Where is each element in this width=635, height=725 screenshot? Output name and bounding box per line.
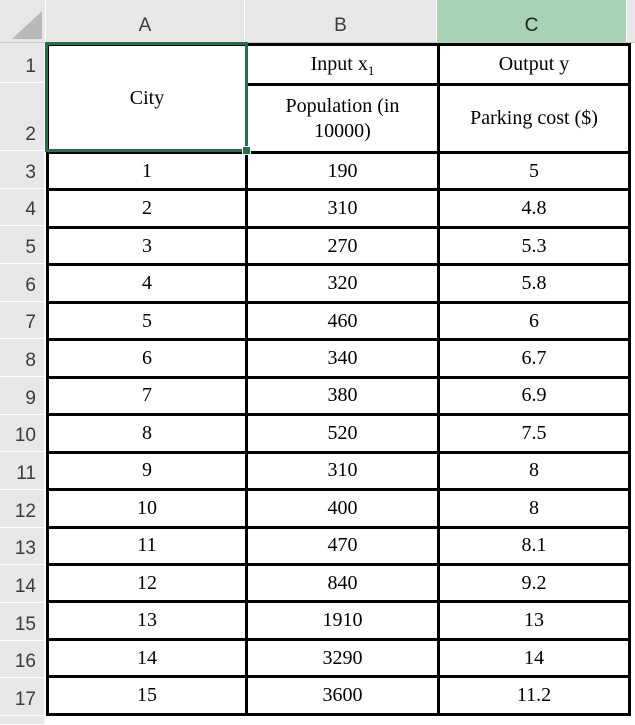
cell-input-header[interactable]: Input x1	[245, 43, 440, 86]
cell-city[interactable]: 5	[46, 300, 248, 342]
row-header-11[interactable]: 11	[0, 452, 44, 490]
column-header-c[interactable]: C	[437, 0, 627, 42]
cell-cost[interactable]: 7.5	[437, 413, 631, 454]
table-row: 2 310 4.8	[46, 188, 631, 229]
cell-cost[interactable]: 8	[437, 488, 631, 529]
cell-cost[interactable]: 6.9	[437, 375, 631, 417]
cell-city[interactable]: 14	[46, 637, 248, 679]
select-all-corner[interactable]	[0, 0, 46, 43]
cell-cost[interactable]: 4.8	[437, 188, 631, 229]
cell-population[interactable]: 400	[245, 488, 440, 529]
table-row: 3 270 5.3	[46, 225, 631, 267]
cell-city[interactable]: 3	[46, 225, 248, 267]
row-header-3[interactable]: 3	[0, 151, 44, 189]
table-row: 12 840 9.2	[46, 562, 631, 604]
column-header-b[interactable]: B	[245, 0, 437, 42]
row-header-5[interactable]: 5	[0, 226, 44, 264]
cell-city[interactable]: 11	[46, 525, 248, 567]
cell-city[interactable]: 9	[46, 450, 248, 492]
cell-population[interactable]: 320	[245, 263, 440, 304]
cell-cost[interactable]: 8	[437, 450, 631, 492]
cell-population[interactable]: 340	[245, 338, 440, 379]
cell-city[interactable]: 2	[46, 188, 248, 229]
cell-cost[interactable]: 11.2	[437, 675, 631, 716]
table-row: 9 310 8	[46, 450, 631, 492]
row-header-13[interactable]: 13	[0, 528, 44, 566]
cell-population[interactable]: 310	[245, 188, 440, 229]
cell-city[interactable]: 12	[46, 562, 248, 604]
data-table: City Input x1 Output y Population (in 10…	[46, 43, 631, 716]
cell-population[interactable]: 1910	[245, 600, 440, 641]
cell-city[interactable]: 10	[46, 488, 248, 529]
cell-city[interactable]: 15	[46, 675, 248, 716]
table-row: 10 400 8	[46, 488, 631, 529]
cell-population[interactable]: 310	[245, 450, 440, 492]
cell-population[interactable]: 3290	[245, 637, 440, 679]
row-header-10[interactable]: 10	[0, 415, 44, 453]
header-row-2: Population (in 10000) Parking cost ($)	[48, 83, 631, 154]
row-header-18-partial[interactable]	[0, 716, 44, 725]
input-label: Input x	[310, 53, 368, 75]
row-header-gutter: 1 2 3 4 5 6 7 8 9 10 11 12 13 14 15 16 17	[0, 43, 46, 725]
table-row: 8 520 7.5	[46, 413, 631, 454]
row-header-7[interactable]: 7	[0, 302, 44, 340]
cell-city[interactable]: 13	[46, 600, 248, 641]
cell-cost[interactable]: 5.8	[437, 263, 631, 304]
row-header-16[interactable]: 16	[0, 641, 44, 679]
cell-population[interactable]: 520	[245, 413, 440, 454]
row-header-4[interactable]: 4	[0, 189, 44, 227]
cell-cost[interactable]: 8.1	[437, 525, 631, 567]
cell-population[interactable]: 460	[245, 300, 440, 342]
cell-population[interactable]: 190	[245, 150, 440, 192]
row-header-6[interactable]: 6	[0, 264, 44, 302]
cell-population[interactable]: 470	[245, 525, 440, 567]
table-row: 14 3290 14	[46, 637, 631, 679]
cell-population-header[interactable]: Population (in 10000)	[245, 83, 440, 154]
cell-city[interactable]: 4	[46, 263, 248, 304]
table-row: 15 3600 11.2	[46, 675, 631, 716]
cell-population[interactable]: 840	[245, 562, 440, 604]
cell-output-header[interactable]: Output y	[437, 43, 631, 86]
cell-cost[interactable]: 6.7	[437, 338, 631, 379]
row-header-17[interactable]: 17	[0, 678, 44, 716]
cell-city[interactable]: 8	[46, 413, 248, 454]
row-header-1[interactable]: 1	[0, 43, 44, 83]
cell-population[interactable]: 270	[245, 225, 440, 267]
cell-cost[interactable]: 6	[437, 300, 631, 342]
table-row: 11 470 8.1	[46, 525, 631, 567]
input-subscript: 1	[367, 63, 375, 78]
cell-cost[interactable]: 13	[437, 600, 631, 641]
table-row: 4 320 5.8	[46, 263, 631, 304]
row-header-12[interactable]: 12	[0, 490, 44, 528]
cell-city[interactable]: 6	[46, 338, 248, 379]
cell-cost[interactable]: 5.3	[437, 225, 631, 267]
table-row: 6 340 6.7	[46, 338, 631, 379]
table-row: 7 380 6.9	[46, 375, 631, 417]
cell-cost[interactable]: 14	[437, 637, 631, 679]
cell-city[interactable]: 1	[46, 150, 248, 192]
row-header-14[interactable]: 14	[0, 565, 44, 603]
table-row: 1 190 5	[46, 150, 631, 192]
select-all-icon	[12, 11, 42, 39]
cell-population[interactable]: 380	[245, 375, 440, 417]
cell-parking-header[interactable]: Parking cost ($)	[437, 83, 631, 154]
column-header-a[interactable]: A	[46, 0, 245, 42]
row-header-2[interactable]: 2	[0, 83, 44, 151]
cell-cost[interactable]: 9.2	[437, 562, 631, 604]
table-row: 13 1910 13	[46, 600, 631, 641]
row-header-15[interactable]: 15	[0, 603, 44, 641]
header-row-1: City Input x1 Output y	[46, 43, 631, 154]
cell-cost[interactable]: 5	[437, 150, 631, 192]
row-header-9[interactable]: 9	[0, 377, 44, 415]
table-body: City Input x1 Output y Population (in 10…	[46, 43, 631, 716]
table-row: 5 460 6	[46, 300, 631, 342]
row-header-8[interactable]: 8	[0, 339, 44, 377]
cell-city[interactable]: 7	[46, 375, 248, 417]
cell-population[interactable]: 3600	[245, 675, 440, 716]
cell-city-header[interactable]: City	[46, 43, 248, 154]
